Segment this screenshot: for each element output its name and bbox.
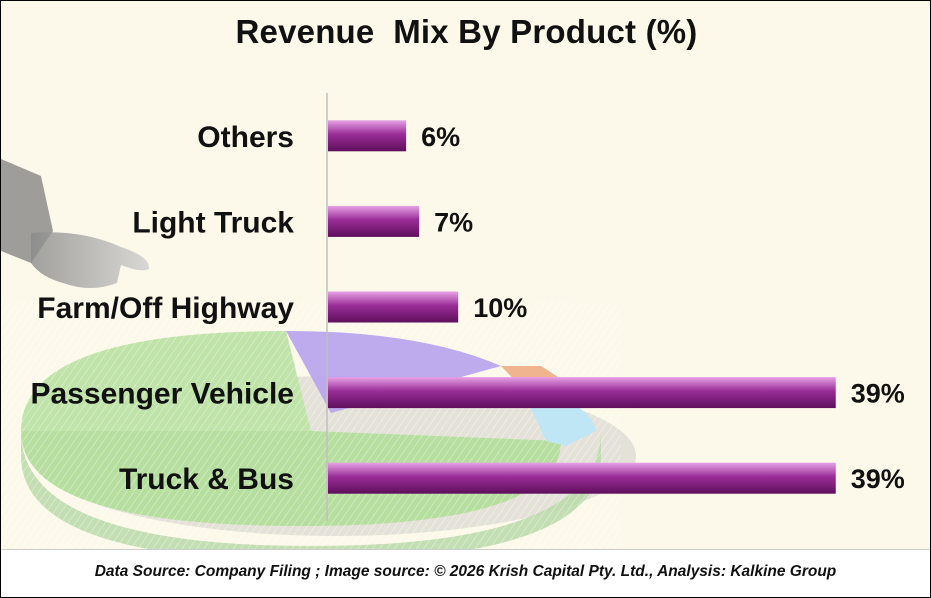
bar (328, 462, 836, 494)
data-label: 39% (851, 379, 905, 409)
chart-title: Revenue Mix By Product (%) (235, 13, 698, 50)
bar (328, 205, 420, 237)
bar (328, 377, 836, 409)
footer-source-text: Data Source: Company Filing ; Image sour… (94, 563, 837, 580)
category-label: Farm/Off Highway (37, 292, 294, 325)
hand (31, 232, 150, 288)
bar (328, 120, 407, 152)
data-label: 7% (434, 207, 473, 237)
data-label: 10% (473, 293, 527, 323)
data-label: 39% (851, 464, 905, 494)
bar (328, 291, 459, 323)
footer: Data Source: Company Filing ; Image sour… (1, 549, 930, 597)
category-label: Passenger Vehicle (31, 378, 295, 411)
category-label: Light Truck (132, 206, 294, 239)
data-label: 6% (421, 122, 460, 152)
category-label: Others (197, 121, 294, 154)
category-label: Truck & Bus (119, 463, 294, 496)
